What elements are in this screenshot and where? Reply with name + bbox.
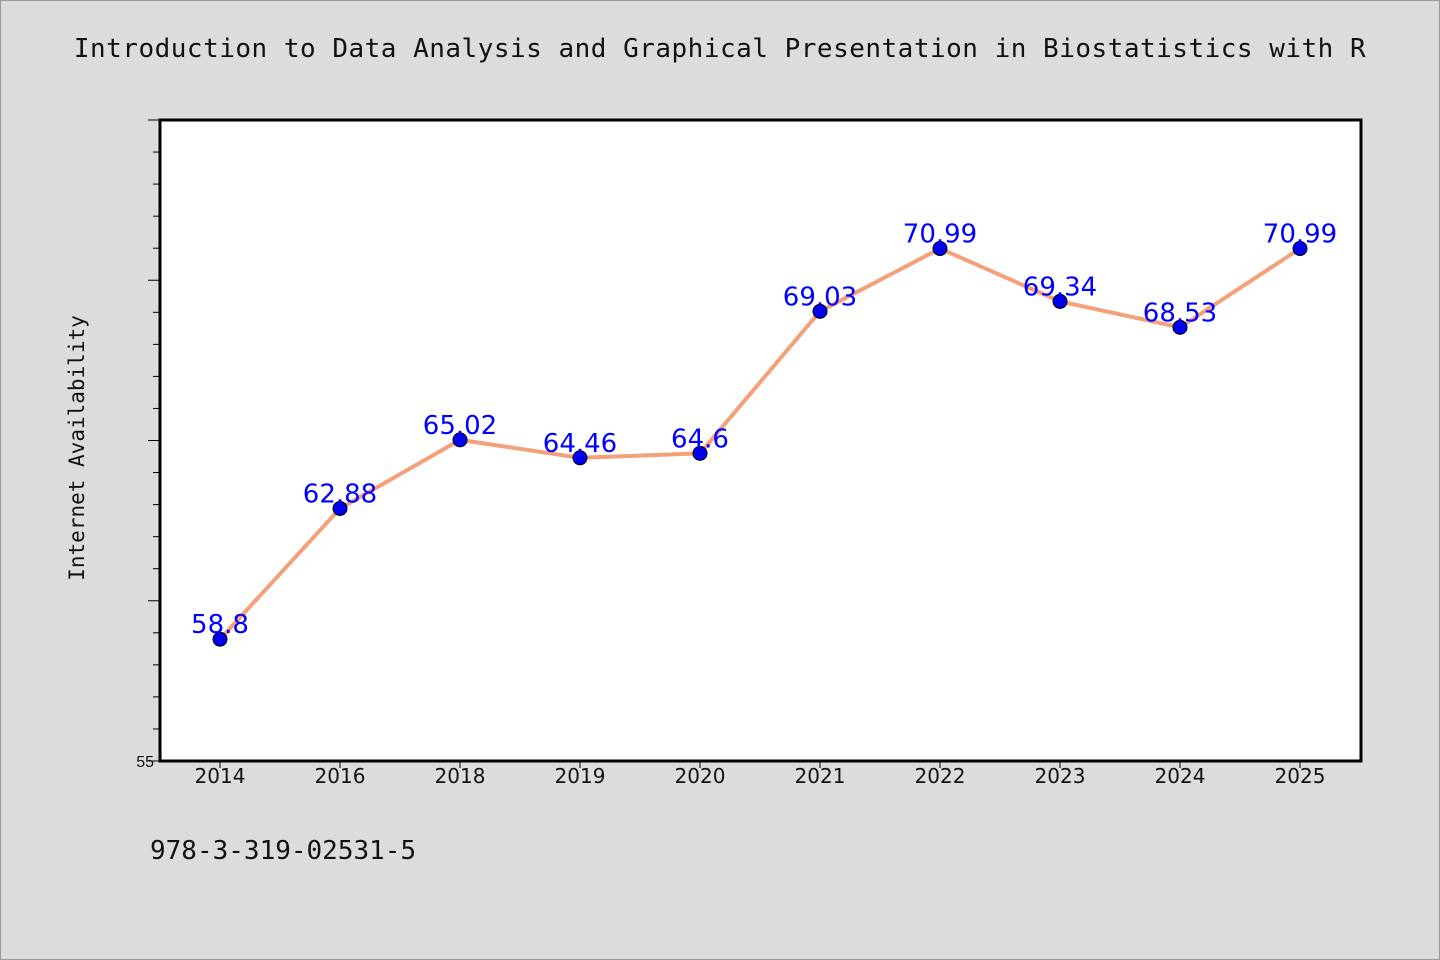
data-label: 58.8 xyxy=(191,610,249,640)
data-point xyxy=(692,445,708,461)
data-label: 70.99 xyxy=(1263,220,1337,250)
data-point xyxy=(932,241,948,257)
x-axis-ticks: 2014 2016 2018 2019 2020 2021 2022 2023 2024 2025 xyxy=(195,761,1326,788)
data-label: 69.03 xyxy=(783,282,857,312)
data-label: 65.02 xyxy=(423,411,497,441)
y-axis-ticks: 55 xyxy=(136,119,160,771)
data-label: 70.99 xyxy=(903,220,977,250)
x-tick-label: 2014 xyxy=(195,764,246,788)
data-labels: 58.8 62.88 65.02 64.46 64.6 69.03 70.99 69.34 68… xyxy=(191,220,1337,641)
x-tick-label: 2021 xyxy=(795,764,846,788)
x-tick-label: 2024 xyxy=(1155,764,1206,788)
series-line xyxy=(218,246,1302,642)
data-point xyxy=(812,303,828,319)
data-point xyxy=(572,450,588,466)
series-line-group xyxy=(218,246,1302,642)
x-tick-label: 2023 xyxy=(1035,764,1086,788)
chart-title: Introduction to Data Analysis and Graphi… xyxy=(73,34,1367,64)
data-point xyxy=(452,432,468,448)
data-point xyxy=(1172,319,1188,335)
data-point xyxy=(212,631,228,647)
data-markers xyxy=(212,241,1308,647)
data-label: 62.88 xyxy=(303,479,377,509)
x-tick-label: 2022 xyxy=(915,764,966,788)
data-label: 64.46 xyxy=(543,429,617,459)
x-tick-label: 2019 xyxy=(555,764,606,788)
plot-area xyxy=(158,118,1363,763)
x-tick-label: 2018 xyxy=(435,764,486,788)
y-tick-label: 55 xyxy=(136,754,154,771)
data-point xyxy=(1052,293,1068,309)
data-label: 69.34 xyxy=(1023,272,1097,302)
isbn-footer: 978-3-319-02531-5 xyxy=(150,836,417,866)
x-tick-label: 2016 xyxy=(315,764,366,788)
data-point xyxy=(1292,241,1308,257)
data-label: 68.53 xyxy=(1143,298,1217,328)
data-label: 64.6 xyxy=(671,424,729,454)
data-point xyxy=(332,500,348,516)
x-tick-label: 2020 xyxy=(675,764,726,788)
x-tick-label: 2025 xyxy=(1275,764,1326,788)
